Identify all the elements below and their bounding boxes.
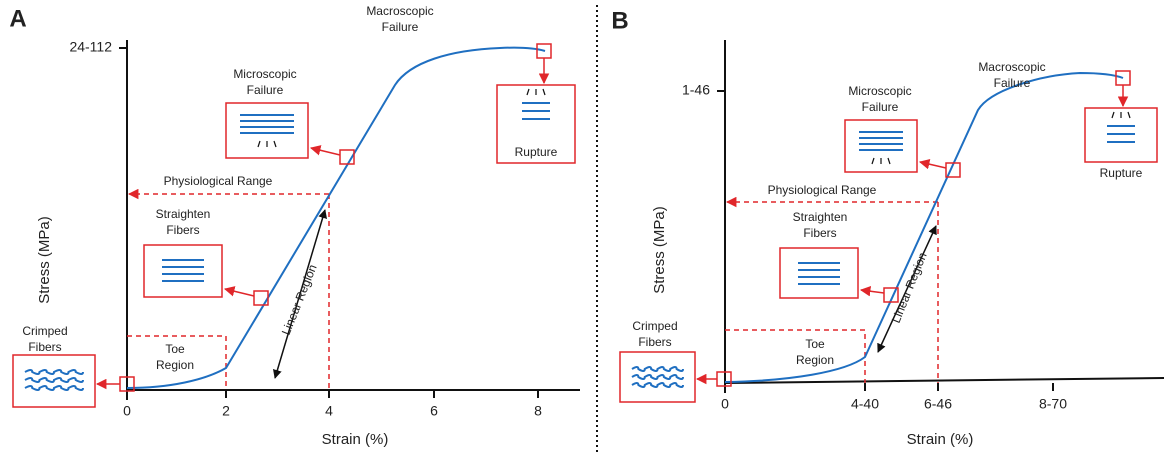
macroscopic-failure: Failure bbox=[994, 76, 1031, 90]
macroscopic-failure: Macroscopic bbox=[366, 4, 433, 18]
y-tick-label: 24-112 bbox=[69, 39, 112, 55]
break-tick bbox=[273, 140, 277, 148]
panel-letter: A bbox=[9, 5, 26, 32]
icon-box bbox=[844, 119, 918, 173]
break-tick bbox=[887, 157, 891, 165]
icon-box bbox=[12, 354, 96, 408]
icon-box bbox=[143, 244, 223, 298]
y-axis-label: Stress (MPa) bbox=[651, 206, 668, 294]
toe-guide bbox=[127, 335, 227, 390]
crimped-fiber bbox=[24, 369, 84, 375]
break-tick bbox=[257, 140, 261, 148]
macroscopic-failure: Failure bbox=[382, 20, 419, 34]
x-axis-label: Strain (%) bbox=[907, 431, 974, 448]
y-tick-label: 1-46 bbox=[682, 82, 710, 98]
toe-region: Toe bbox=[165, 342, 185, 356]
crimped-fibers: Crimped bbox=[632, 319, 677, 333]
straighten-fibers: Fibers bbox=[803, 226, 836, 240]
arrow bbox=[223, 286, 255, 297]
x-tick-label: 4-40 bbox=[851, 396, 879, 412]
x-tick-label: 6 bbox=[430, 403, 438, 419]
crimped-fiber bbox=[24, 385, 84, 391]
microscopic-failure: Failure bbox=[862, 100, 899, 114]
toe-region: Toe bbox=[805, 337, 825, 351]
microscopic-failure: Microscopic bbox=[848, 84, 911, 98]
icon-box bbox=[225, 102, 309, 159]
linear-arrow bbox=[877, 225, 937, 353]
panel-letter: B bbox=[611, 7, 628, 34]
arrow bbox=[309, 145, 341, 156]
crimped-fiber bbox=[631, 366, 684, 372]
microscopic-failure: Failure bbox=[247, 83, 284, 97]
macroscopic-failure: Macroscopic bbox=[978, 60, 1045, 74]
x-tick-label: 8-70 bbox=[1039, 396, 1067, 412]
marker-square bbox=[945, 162, 961, 178]
x-tick-label: 0 bbox=[123, 403, 131, 419]
marker-square bbox=[339, 149, 355, 165]
crimped-fibers: Fibers bbox=[638, 335, 671, 349]
crimped-fibers: Fibers bbox=[28, 340, 61, 354]
linear-arrow bbox=[272, 209, 328, 379]
icon-box bbox=[619, 351, 696, 403]
break-tick bbox=[542, 88, 546, 96]
x-tick-label: 0 bbox=[721, 396, 729, 412]
toe-region: Region bbox=[796, 353, 834, 367]
toe-region: Region bbox=[156, 358, 194, 372]
rupture: Rupture bbox=[515, 145, 558, 159]
crimped-fiber bbox=[24, 377, 84, 383]
toe-guide bbox=[725, 329, 866, 383]
stress-strain-curve bbox=[126, 46, 546, 389]
icon-box bbox=[1084, 107, 1158, 163]
break-tick bbox=[526, 88, 530, 96]
x-tick-label: 4 bbox=[325, 403, 333, 419]
icon-box bbox=[779, 247, 859, 299]
crimped-fibers: Crimped bbox=[22, 324, 67, 338]
crimped-fiber bbox=[631, 374, 684, 380]
x-axis bbox=[724, 377, 1164, 384]
straighten-fibers: Straighten bbox=[156, 207, 211, 221]
straighten-fibers: Fibers bbox=[166, 223, 199, 237]
icon-box bbox=[496, 84, 576, 164]
marker-square bbox=[883, 287, 899, 303]
break-tick bbox=[1111, 111, 1115, 119]
x-tick-label: 8 bbox=[534, 403, 542, 419]
x-tick-label: 2 bbox=[222, 403, 230, 419]
x-tick-label: 6-46 bbox=[924, 396, 952, 412]
arrow bbox=[859, 286, 885, 297]
physiological-range: Physiological Range bbox=[164, 174, 273, 188]
rupture: Rupture bbox=[1100, 166, 1143, 180]
marker-square bbox=[253, 290, 269, 306]
physiological-range: Physiological Range bbox=[768, 183, 877, 197]
stress-strain-curve bbox=[724, 71, 1124, 383]
y-axis-label: Stress (MPa) bbox=[36, 216, 53, 304]
linear-region: Linear Region bbox=[279, 262, 320, 337]
x-axis-label: Strain (%) bbox=[322, 431, 389, 448]
break-tick bbox=[1127, 111, 1131, 119]
straighten-fibers: Straighten bbox=[793, 210, 848, 224]
break-tick bbox=[871, 157, 875, 165]
crimped-fiber bbox=[631, 382, 684, 388]
microscopic-failure: Microscopic bbox=[233, 67, 296, 81]
arrow bbox=[918, 159, 947, 170]
